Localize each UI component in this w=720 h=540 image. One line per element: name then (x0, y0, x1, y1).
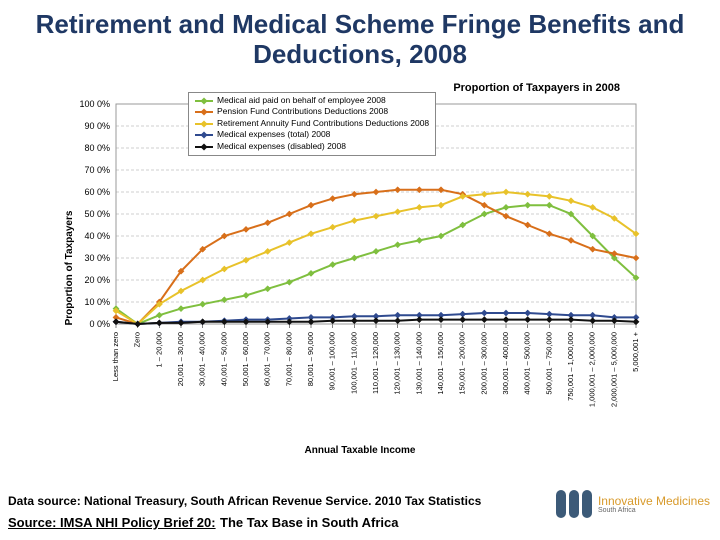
svg-text:400,001 – 500,000: 400,001 – 500,000 (523, 332, 532, 395)
svg-text:90,001 – 100,000: 90,001 – 100,000 (328, 332, 337, 390)
svg-text:70 0%: 70 0% (84, 165, 110, 175)
brand-logo: Innovative Medicines South Africa (556, 490, 710, 518)
policy-source-link: Source: IMSA NHI Policy Brief 20: (8, 515, 216, 530)
svg-text:10 0%: 10 0% (84, 297, 110, 307)
svg-text:500,001 – 750,000: 500,001 – 750,000 (544, 332, 553, 395)
svg-text:110,001 – 120,000: 110,001 – 120,000 (371, 332, 380, 394)
legend-item: Medical expenses (disabled) 2008 (195, 141, 429, 152)
svg-text:20 0%: 20 0% (84, 275, 110, 285)
x-axis-label: Annual Taxable Income (305, 445, 416, 456)
svg-text:130,001 – 140,000: 130,001 – 140,000 (414, 332, 423, 395)
svg-text:5,000,001 +: 5,000,001 + (631, 331, 640, 371)
svg-text:40,001 – 50,000: 40,001 – 50,000 (219, 332, 228, 386)
svg-text:200,001 – 300,000: 200,001 – 300,000 (479, 332, 488, 395)
svg-text:80 0%: 80 0% (84, 143, 110, 153)
page-title: Retirement and Medical Scheme Fringe Ben… (0, 0, 720, 74)
svg-text:20,001 – 30,000: 20,001 – 30,000 (176, 332, 185, 386)
svg-text:1 – 20,000: 1 – 20,000 (154, 332, 163, 367)
svg-text:150,001 – 200,000: 150,001 – 200,000 (458, 332, 467, 395)
chart-inner-title: Proportion of Taxpayers in 2008 (453, 82, 620, 94)
svg-text:300,001 – 400,000: 300,001 – 400,000 (501, 332, 510, 395)
svg-text:30,001 – 40,000: 30,001 – 40,000 (198, 332, 207, 386)
legend-item: Medical aid paid on behalf of employee 2… (195, 95, 429, 106)
svg-text:60,001 – 70,000: 60,001 – 70,000 (263, 332, 272, 386)
chart-legend: Medical aid paid on behalf of employee 2… (188, 92, 436, 156)
svg-text:70,001 – 80,000: 70,001 – 80,000 (284, 332, 293, 386)
svg-text:50,001 – 60,000: 50,001 – 60,000 (241, 332, 250, 386)
svg-text:100 0%: 100 0% (79, 99, 110, 109)
svg-text:60 0%: 60 0% (84, 187, 110, 197)
svg-text:100,001 – 110,000: 100,001 – 110,000 (349, 332, 358, 394)
legend-item: Medical expenses (total) 2008 (195, 129, 429, 140)
svg-text:90 0%: 90 0% (84, 121, 110, 131)
svg-text:Less than zero: Less than zero (111, 332, 120, 381)
svg-text:0 0%: 0 0% (89, 319, 110, 329)
svg-text:120,001 – 130,000: 120,001 – 130,000 (393, 332, 402, 395)
svg-text:2,000,001 – 5,000,000: 2,000,001 – 5,000,000 (609, 332, 618, 407)
svg-text:40 0%: 40 0% (84, 231, 110, 241)
svg-text:1,000,001 – 2,000,000: 1,000,001 – 2,000,000 (588, 332, 597, 407)
chart-container: Proportion of Taxpayers Proportion of Ta… (60, 88, 660, 448)
svg-text:80,001 – 90,000: 80,001 – 90,000 (306, 332, 315, 386)
legend-item: Pension Fund Contributions Deductions 20… (195, 106, 429, 117)
logo-text: Innovative Medicines South Africa (598, 495, 710, 514)
svg-text:140,001 – 150,000: 140,001 – 150,000 (436, 332, 445, 395)
logo-bars-icon (556, 490, 592, 518)
policy-source-tail: The Tax Base in South Africa (220, 515, 398, 530)
y-axis-label: Proportion of Taxpayers (64, 211, 75, 326)
svg-text:750,001 – 1,000,000: 750,001 – 1,000,000 (566, 332, 575, 401)
svg-text:50 0%: 50 0% (84, 209, 110, 219)
legend-item: Retirement Annuity Fund Contributions De… (195, 118, 429, 129)
svg-text:Zero: Zero (133, 332, 142, 347)
svg-text:30 0%: 30 0% (84, 253, 110, 263)
